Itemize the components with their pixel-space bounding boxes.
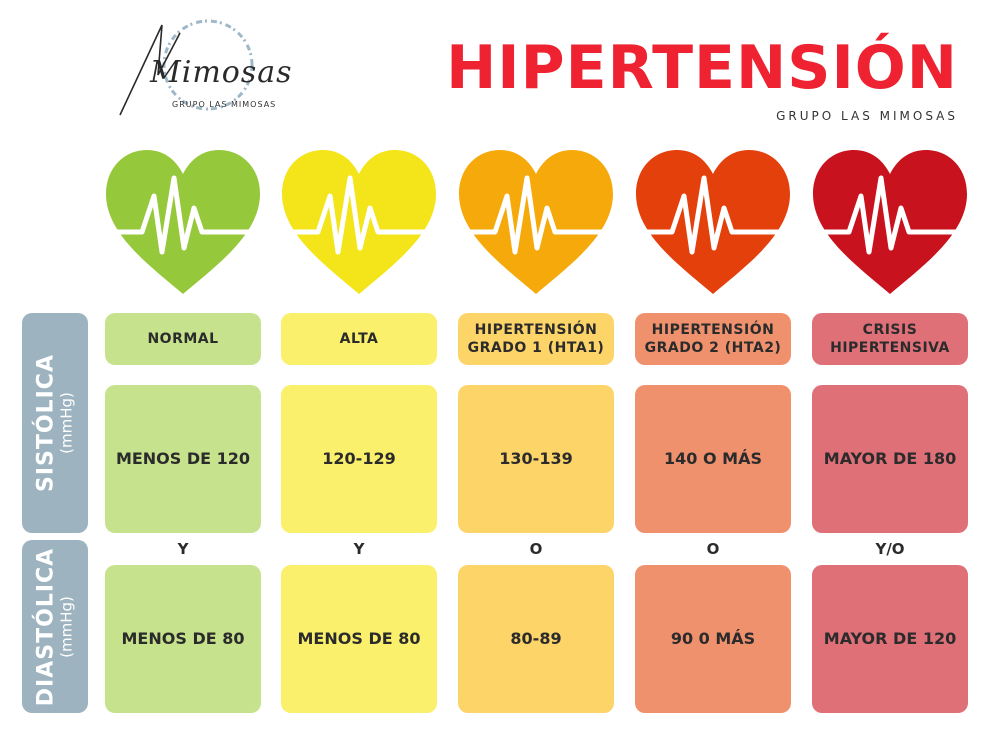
diastolic-label-text: DIASTÓLICA (33, 547, 59, 706)
heartbeat-heart-icon (102, 150, 264, 294)
diastolic-cell-grado-2: 90 0 MÁS (635, 565, 791, 713)
diastolic-cell-alta: MENOS DE 80 (281, 565, 437, 713)
diastolic-row-label: DIASTÓLICA (mmHg) (22, 540, 88, 713)
category-header-normal: NORMAL (105, 313, 261, 365)
connector-alta: Y (353, 540, 365, 558)
heart-grado-1 (455, 148, 617, 298)
logo-ring-icon (119, 19, 254, 116)
page-subtitle: GRUPO LAS MIMOSAS (776, 109, 958, 123)
systolic-cell-alta: 120-129 (281, 385, 437, 533)
diastolic-unit-text: (mmHg) (57, 595, 76, 658)
heartbeat-heart-icon (632, 150, 794, 294)
logo: Mimosas GRUPO LAS MIMOSAS (110, 15, 310, 125)
heartbeat-heart-icon (455, 150, 617, 294)
connector-normal: Y (177, 540, 189, 558)
heart-alta (278, 148, 440, 298)
systolic-cell-crisis: MAYOR DE 180 (812, 385, 968, 533)
systolic-cell-normal: MENOS DE 120 (105, 385, 261, 533)
connector-grado-2: O (706, 540, 720, 558)
category-header-grado-2: HIPERTENSIÓN GRADO 2 (HTA2) (635, 313, 791, 365)
logo-script-text: Mimosas (150, 55, 293, 90)
diastolic-cell-crisis: MAYOR DE 120 (812, 565, 968, 713)
diastolic-cell-grado-1: 80-89 (458, 565, 614, 713)
heartbeat-heart-icon (278, 150, 440, 294)
category-header-alta: ALTA (281, 313, 437, 365)
logo-subtitle: GRUPO LAS MIMOSAS (172, 100, 277, 109)
systolic-cell-grado-1: 130-139 (458, 385, 614, 533)
systolic-unit-text: (mmHg) (57, 392, 76, 454)
category-header-grado-1: HIPERTENSIÓN GRADO 1 (HTA1) (458, 313, 614, 365)
category-header-crisis: CRISIS HIPERTENSIVA (812, 313, 968, 365)
heart-crisis (809, 148, 971, 298)
diastolic-cell-normal: MENOS DE 80 (105, 565, 261, 713)
systolic-cell-grado-2: 140 O MÁS (635, 385, 791, 533)
heartbeat-heart-icon (809, 150, 971, 294)
connector-crisis: Y/O (875, 540, 905, 558)
systolic-label-text: SISTÓLICA (33, 354, 59, 492)
heart-grado-2 (632, 148, 794, 298)
heart-normal (102, 148, 264, 298)
page-title: HIPERTENSIÓN (446, 33, 958, 103)
systolic-row-label: SISTÓLICA (mmHg) (22, 313, 88, 533)
connector-grado-1: O (529, 540, 543, 558)
